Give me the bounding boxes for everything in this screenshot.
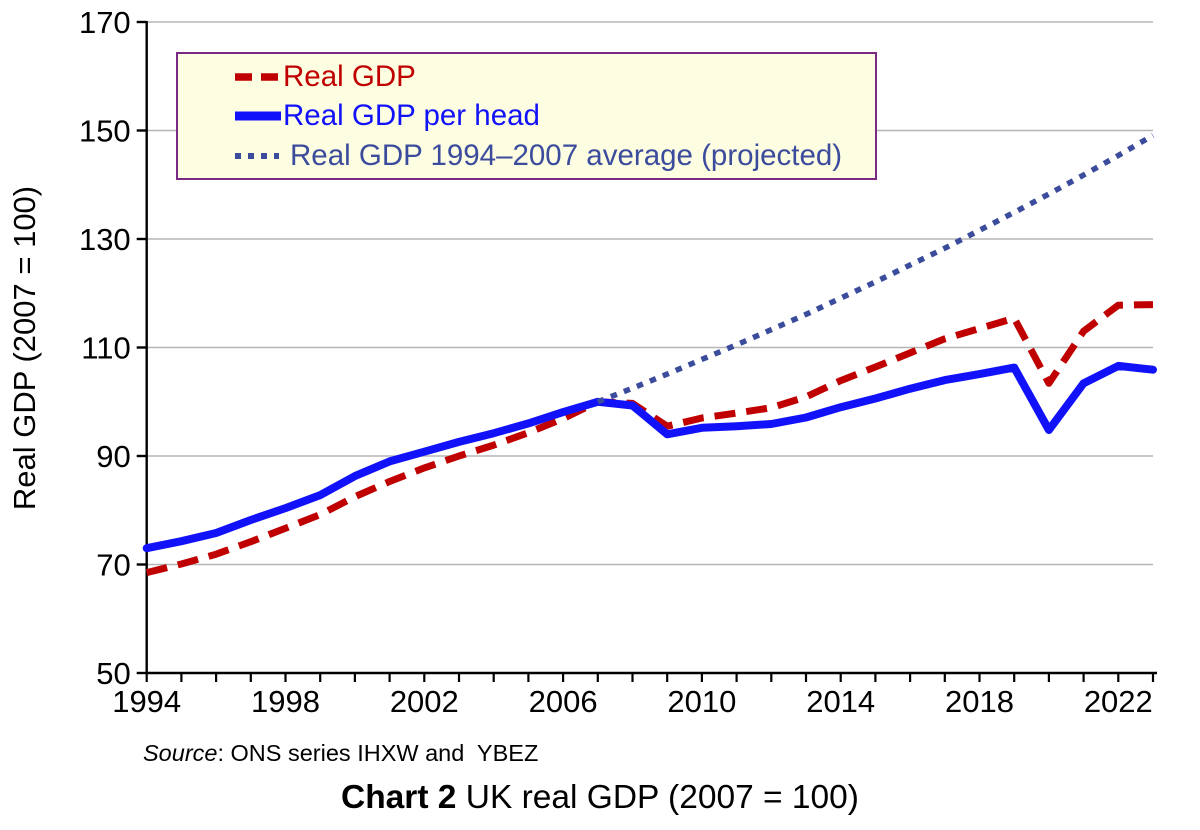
svg-text:2014: 2014 bbox=[806, 684, 875, 719]
legend-label: Real GDP 1994–2007 average (projected) bbox=[290, 138, 843, 172]
legend-label: Real GDP per head bbox=[283, 99, 540, 133]
svg-text:50: 50 bbox=[96, 656, 130, 691]
dotted-line-sample-icon bbox=[235, 152, 279, 159]
svg-text:1994: 1994 bbox=[112, 684, 181, 719]
svg-text:130: 130 bbox=[79, 222, 131, 257]
svg-text:170: 170 bbox=[79, 5, 131, 40]
source-text: : ONS series IHXW and YBEZ bbox=[217, 740, 539, 766]
legend-item-projection: Real GDP 1994–2007 average (projected) bbox=[235, 139, 875, 173]
chart-legend: Real GDP Real GDP per head Real GDP 1994… bbox=[176, 52, 877, 180]
svg-text:2022: 2022 bbox=[1084, 684, 1153, 719]
caption-text: UK real GDP (2007 = 100) bbox=[456, 779, 859, 816]
svg-text:2018: 2018 bbox=[945, 684, 1014, 719]
caption-number: Chart 2 bbox=[341, 779, 457, 816]
legend-item-real-gdp-per-head: Real GDP per head bbox=[235, 99, 875, 133]
svg-text:2010: 2010 bbox=[667, 684, 736, 719]
svg-text:2006: 2006 bbox=[529, 684, 598, 719]
svg-text:110: 110 bbox=[81, 331, 130, 366]
solid-line-sample-icon bbox=[235, 111, 281, 121]
chart-caption: Chart 2 UK real GDP (2007 = 100) bbox=[0, 779, 1200, 817]
dashed-line-sample-icon bbox=[235, 72, 281, 81]
svg-text:70: 70 bbox=[96, 548, 130, 583]
svg-text:1998: 1998 bbox=[251, 684, 320, 719]
svg-text:150: 150 bbox=[79, 114, 131, 149]
y-axis-title: Real GDP (2007 = 100) bbox=[7, 185, 42, 511]
legend-label: Real GDP bbox=[283, 59, 416, 93]
svg-text:2002: 2002 bbox=[390, 684, 459, 719]
svg-text:90: 90 bbox=[96, 439, 130, 474]
source-note: Source: ONS series IHXW and YBEZ bbox=[143, 740, 538, 767]
source-word: Source bbox=[143, 740, 218, 766]
legend-item-real-gdp: Real GDP bbox=[235, 60, 875, 94]
